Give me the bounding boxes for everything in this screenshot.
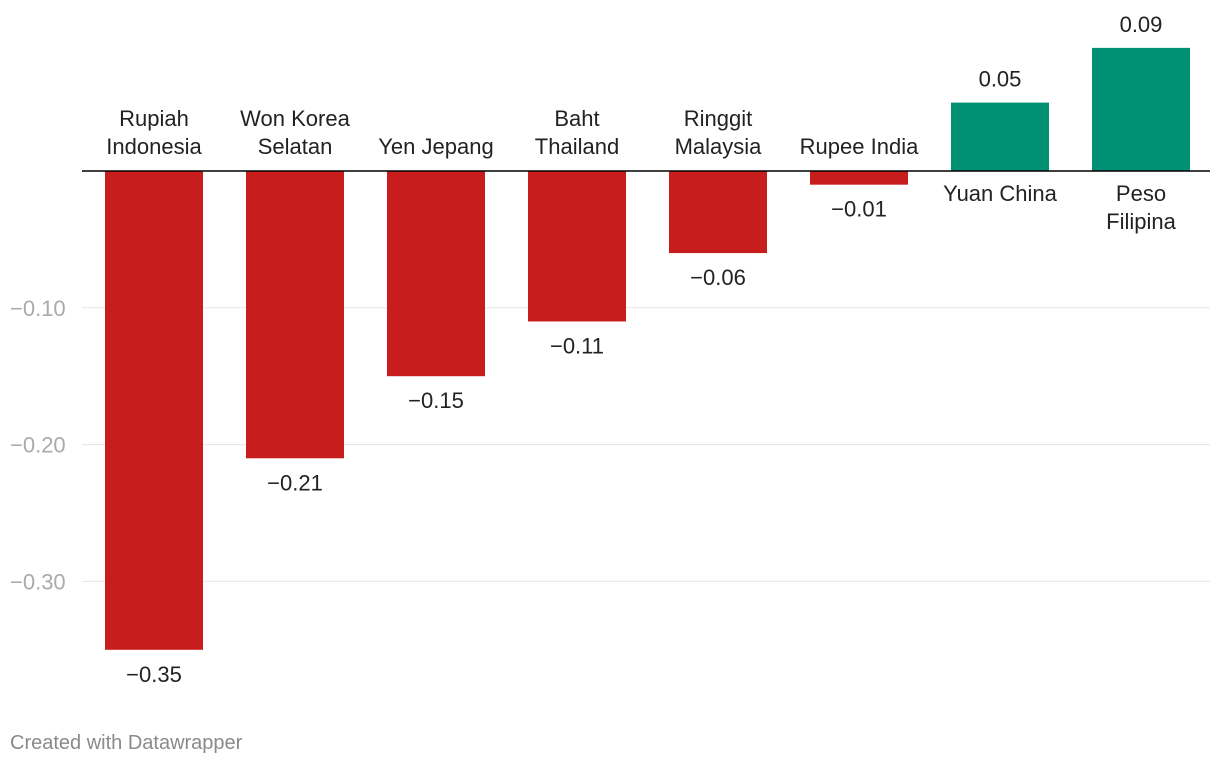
category-label: Yen Jepang <box>378 134 493 159</box>
value-label: 0.09 <box>1120 12 1163 37</box>
bar <box>528 171 626 322</box>
bar <box>1092 47 1190 171</box>
bar <box>387 171 485 377</box>
y-tick-label: −0.20 <box>10 433 66 458</box>
value-label: −0.06 <box>690 265 746 290</box>
value-label: −0.21 <box>267 470 323 495</box>
value-label: 0.05 <box>979 67 1022 92</box>
value-label: −0.11 <box>550 333 604 358</box>
category-label: Baht Thailand <box>535 106 619 159</box>
bar <box>951 102 1049 171</box>
category-label: Peso Filipina <box>1106 181 1176 234</box>
category-label: Won Korea Selatan <box>240 106 350 159</box>
y-tick-label: −0.30 <box>10 569 66 594</box>
category-label: Rupee India <box>800 134 919 159</box>
bar <box>669 171 767 254</box>
value-label: −0.15 <box>408 388 464 413</box>
footer-credit: Created with Datawrapper <box>10 732 243 754</box>
bar <box>105 171 203 650</box>
category-label: Yuan China <box>943 181 1058 206</box>
y-tick-label: −0.10 <box>10 296 66 321</box>
category-label: Rupiah Indonesia <box>106 106 202 159</box>
value-label: −0.35 <box>126 662 182 687</box>
category-label: Ringgit Malaysia <box>675 106 763 159</box>
bar <box>810 171 908 185</box>
value-label: −0.01 <box>831 197 887 222</box>
bar <box>246 171 344 459</box>
bar-chart: −0.10 −0.20 −0.30 −0.35 Rupiah Indonesia −0.21… <box>10 12 1210 687</box>
